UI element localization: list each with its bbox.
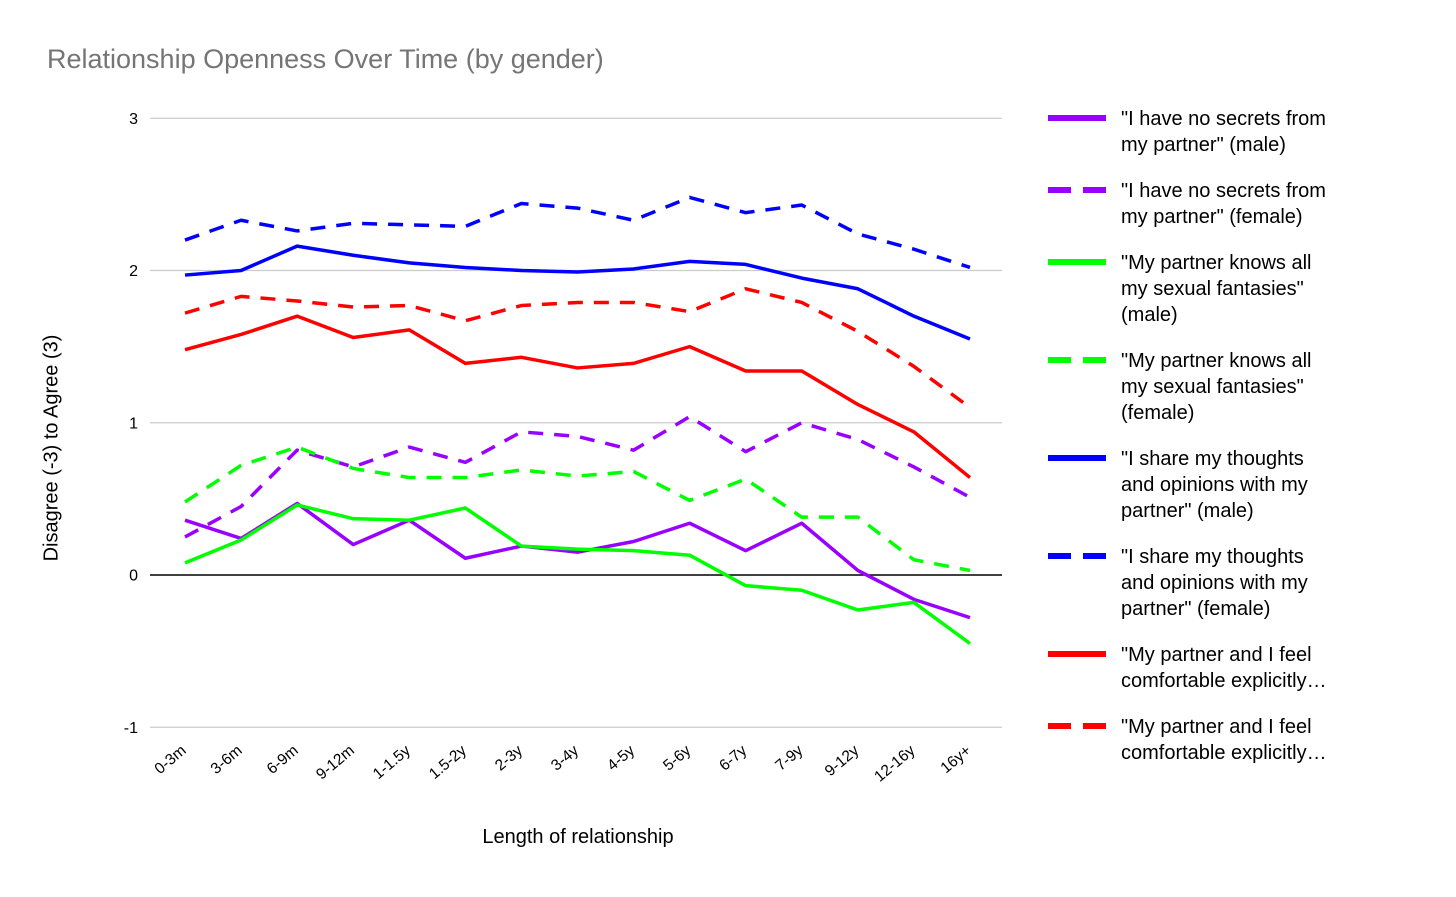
y-axis-title: Disagree (-3) to Agree (3) [40,334,63,562]
legend-solid-line-swatch [1048,259,1106,265]
legend-item-6: "My partner and I feel comfortable explic… [1048,642,1418,694]
y-tick-label--1: -1 [124,720,138,737]
legend-solid-line-swatch [1048,651,1106,657]
x-tick-label-16y+: 16y+ [938,742,975,777]
series-line-5 [184,195,971,270]
legend-item-1: "I have no secrets from my partner" (fema… [1048,178,1418,230]
series-line-7 [184,287,972,409]
x-tick-label-3-4y: 3-4y [548,742,582,775]
x-tick-label-6-9m: 6-9m [264,742,302,778]
legend-item-0: "I have no secrets from my partner" (male… [1048,106,1418,158]
x-tick-label-3-6m: 3-6m [208,742,246,778]
legend-item-5: "I share my thoughts and opinions with my… [1048,544,1418,622]
x-tick-label-4-5y: 4-5y [604,742,638,775]
legend-label: "I have no secrets from my partner" (male… [1121,108,1326,156]
legend-solid-line-swatch [1048,115,1106,121]
x-tick-label-9-12m: 9-12m [313,742,358,783]
legend-item-3: "My partner knows all my sexual fantasies… [1048,348,1418,426]
y-tick-label-2: 2 [129,263,138,280]
chart-plot-area[interactable]: 3 2 1 0 -1 0-3m 3-6m 6-9m 9-12m 1-1.5y 1.5-2y 2-3y 3… [0,0,1040,800]
series-line-1 [184,414,971,539]
legend-solid-line-swatch [1048,455,1106,461]
legend-label: "I have no secrets from my partner" (fema… [1121,180,1326,228]
legend-item-2: "My partner knows all my sexual fantasies… [1048,250,1418,328]
series-line-2 [184,503,972,645]
legend-label: "I share my thoughts and opinions with my… [1121,448,1308,522]
legend-item-7: "My partner and I feel comfortable explic… [1048,714,1418,766]
chart-legend: "I have no secrets from my partner" (male… [1048,106,1418,766]
y-tick-label-3: 3 [129,111,138,128]
legend-dashed-line-swatch [1048,723,1106,729]
legend-label: "My partner knows all my sexual fantasies… [1121,252,1312,326]
legend-dashed-line-swatch [1048,187,1106,193]
x-tick-label-9-12y: 9-12y [822,742,863,780]
x-tick-label-1-1.5y: 1-1.5y [370,742,414,783]
chart-title: Relationship Openness Over Time (by gend… [47,44,604,74]
y-tick-label-1: 1 [129,415,138,432]
legend-label: "My partner and I feel comfortable explic… [1121,716,1327,764]
legend-dashed-line-swatch [1048,357,1106,363]
legend-item-4: "I share my thoughts and opinions with my… [1048,446,1418,524]
x-axis-title: Length of relationship [482,826,674,848]
x-tick-label-6-7y: 6-7y [716,742,750,775]
legend-label: "My partner knows all my sexual fantasies… [1121,350,1312,424]
y-tick-label-0: 0 [129,568,138,585]
x-tick-label-5-6y: 5-6y [660,742,694,775]
x-tick-label-7-9y: 7-9y [772,742,806,775]
x-tick-label-1.5-2y: 1.5-2y [426,742,470,783]
x-tick-label-2-3y: 2-3y [492,742,526,775]
series-line-4 [184,244,971,341]
x-tick-label-0-3m: 0-3m [152,742,190,778]
x-tick-label-12-16y: 12-16y [871,742,918,786]
legend-label: "I share my thoughts and opinions with my… [1121,546,1308,620]
legend-label: "My partner and I feel comfortable explic… [1121,644,1327,692]
series-line-6 [184,314,972,479]
series-line-0 [184,501,971,620]
legend-dashed-line-swatch [1048,553,1106,559]
